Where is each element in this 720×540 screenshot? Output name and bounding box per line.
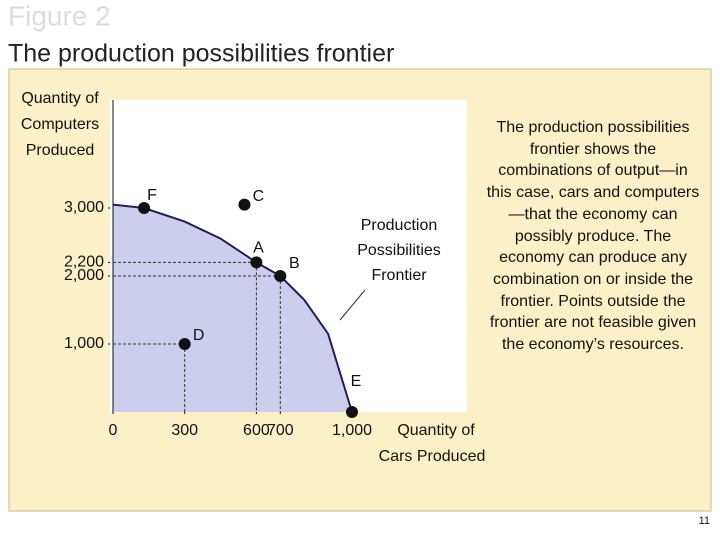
x-axis-label: Quantity of xyxy=(397,422,475,439)
annotation-leader xyxy=(339,289,366,321)
point xyxy=(178,338,191,350)
x-axis-label: Cars Produced xyxy=(379,448,486,465)
y-tick-label: 1,000 xyxy=(64,335,104,352)
feasible-area xyxy=(113,204,352,412)
y-axis-label: Produced xyxy=(26,142,95,159)
x-tick-label: 600 xyxy=(243,422,270,439)
point-label: E xyxy=(351,373,362,390)
page-number: 11 xyxy=(699,515,710,527)
point-label: D xyxy=(193,327,205,344)
y-axis-label: Computers xyxy=(21,116,99,133)
point xyxy=(138,202,151,214)
x-tick-label: 1,000 xyxy=(332,422,372,439)
point-label: A xyxy=(253,240,264,257)
frontier-annotation: Production xyxy=(361,217,438,234)
x-tick-label: 0 xyxy=(109,422,118,439)
point xyxy=(238,198,251,211)
x-tick-label: 700 xyxy=(267,422,294,439)
frontier-annotation: Frontier xyxy=(371,267,427,284)
point xyxy=(250,256,263,269)
slide-title: The production possibilities frontier xyxy=(8,40,394,68)
figure-number: Figure 2 xyxy=(8,0,111,31)
y-tick-label: 2,000 xyxy=(64,267,104,284)
x-tick-label: 300 xyxy=(171,422,198,439)
y-axis-label: Quantity of xyxy=(21,90,99,107)
point xyxy=(274,270,287,282)
point-label: B xyxy=(289,255,300,272)
point xyxy=(346,406,358,418)
side-text: The production possibilities frontier sh… xyxy=(486,119,700,354)
y-tick-label: 3,000 xyxy=(64,199,104,216)
point-label: F xyxy=(147,187,157,204)
y-tick-label: 2,200 xyxy=(64,254,104,271)
frontier-annotation: Possibilities xyxy=(357,242,441,259)
point-label: C xyxy=(253,188,265,205)
